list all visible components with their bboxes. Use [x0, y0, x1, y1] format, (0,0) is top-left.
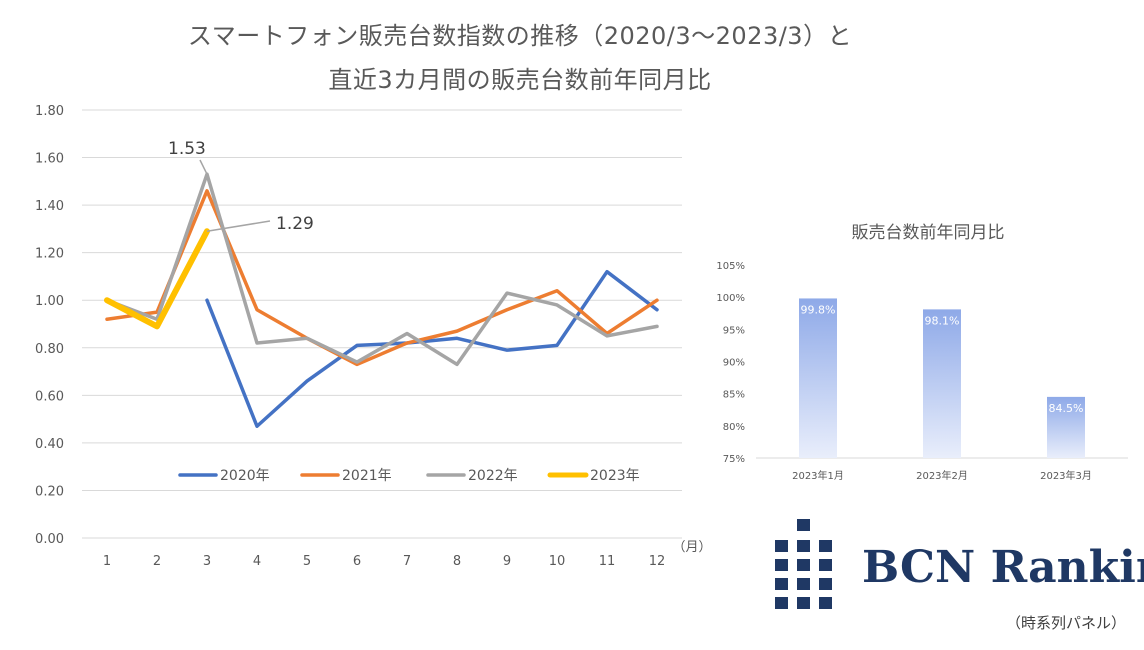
logo-square — [775, 559, 788, 571]
bar-data-label: 99.8% — [801, 303, 836, 316]
logo-square — [775, 540, 788, 552]
x-tick-label: 11 — [599, 554, 616, 569]
x-tick-label: 2 — [153, 554, 161, 569]
legend: 2020年 2021年 2022年 2023年 — [178, 468, 640, 484]
logo-square — [819, 559, 832, 571]
y-tick-label: 1.60 — [35, 152, 64, 167]
bar-y-tick-label: 95% — [723, 325, 745, 336]
logo-square — [775, 578, 788, 590]
line-chart: 0.00 0.20 0.40 0.60 0.80 1.00 1.20 1.40 1.60 1.80… — [35, 104, 711, 569]
chart-title-line-1: スマートフォン販売台数指数の推移（2020/3〜2023/3）と — [187, 22, 853, 50]
logo-square — [819, 578, 832, 590]
legend-label-2020: 2020年 — [220, 468, 270, 484]
y-tick-label: 0.20 — [35, 484, 64, 499]
y-tick-label: 1.20 — [35, 247, 64, 262]
footer-note: （時系列パネル） — [1005, 614, 1126, 632]
bar — [923, 309, 961, 458]
legend-label-2023: 2023年 — [590, 468, 640, 484]
y-tick-label: 0.00 — [35, 532, 64, 547]
bar-chart-title: 販売台数前年同月比 — [852, 223, 1005, 243]
logo-square — [819, 597, 832, 609]
logo-text: BCN Ranking — [862, 542, 1144, 593]
bar-data-label: 84.5% — [1049, 402, 1084, 415]
series-line-2020 — [205, 269, 659, 428]
x-tick-label: 7 — [403, 554, 411, 569]
bar — [1047, 396, 1085, 458]
x-unit-label: （月） — [672, 540, 711, 555]
x-tick-label: 4 — [253, 554, 261, 569]
y-tick-label: 0.40 — [35, 437, 64, 452]
annotation-leader — [206, 220, 271, 233]
logo-square — [797, 540, 810, 552]
annotation-label: 1.53 — [168, 139, 206, 159]
bar-y-tick-label: 90% — [723, 358, 745, 369]
x-tick-label: 1 — [103, 554, 111, 569]
bar-y-tick-label: 75% — [723, 454, 745, 465]
y-tick-label: 1.80 — [35, 104, 64, 119]
bar-y-tick-label: 80% — [723, 422, 745, 433]
x-tick-label: 10 — [549, 554, 566, 569]
legend-label-2021: 2021年 — [342, 468, 392, 484]
y-tick-label: 1.40 — [35, 199, 64, 214]
x-tick-label: 9 — [503, 554, 511, 569]
bar-x-tick-label: 2023年3月 — [1040, 469, 1092, 482]
series-line-2022 — [105, 172, 659, 367]
bar-x-tick-label: 2023年1月 — [792, 469, 844, 482]
series-line-2023 — [104, 228, 210, 330]
y-tick-label: 0.80 — [35, 342, 64, 357]
bar-y-tick-label: 100% — [716, 293, 745, 304]
annotation-leader — [199, 159, 208, 175]
bar-x-tick-label: 2023年2月 — [916, 469, 968, 482]
legend-label-2022: 2022年 — [468, 468, 518, 484]
x-tick-label: 6 — [353, 554, 361, 569]
bar-chart: 販売台数前年同月比 75% 80% 85% 90% 95% 100% 105% 99.8% 202… — [716, 223, 1128, 482]
x-tick-label: 8 — [453, 554, 461, 569]
series-line-2021 — [105, 189, 659, 367]
x-tick-label: 12 — [649, 554, 666, 569]
logo-square — [797, 559, 810, 571]
x-tick-label: 3 — [203, 554, 211, 569]
bar-data-label: 98.1% — [925, 314, 960, 327]
logo-square — [797, 519, 810, 531]
x-tick-label: 5 — [303, 554, 311, 569]
y-tick-label: 0.60 — [35, 389, 64, 404]
y-tick-label: 1.00 — [35, 294, 64, 309]
bar — [799, 298, 837, 458]
bcn-logo-mark-icon — [775, 519, 832, 609]
logo-square — [797, 578, 810, 590]
chart-title-line-2: 直近3カ月間の販売台数前年同月比 — [328, 66, 712, 94]
bar-y-tick-label: 85% — [723, 390, 745, 401]
annotation-label: 1.29 — [276, 214, 314, 234]
bcn-logo: BCN Ranking — [775, 519, 1144, 609]
logo-square — [775, 597, 788, 609]
bar-y-tick-label: 105% — [716, 261, 745, 272]
logo-square — [819, 540, 832, 552]
logo-square — [797, 597, 810, 609]
